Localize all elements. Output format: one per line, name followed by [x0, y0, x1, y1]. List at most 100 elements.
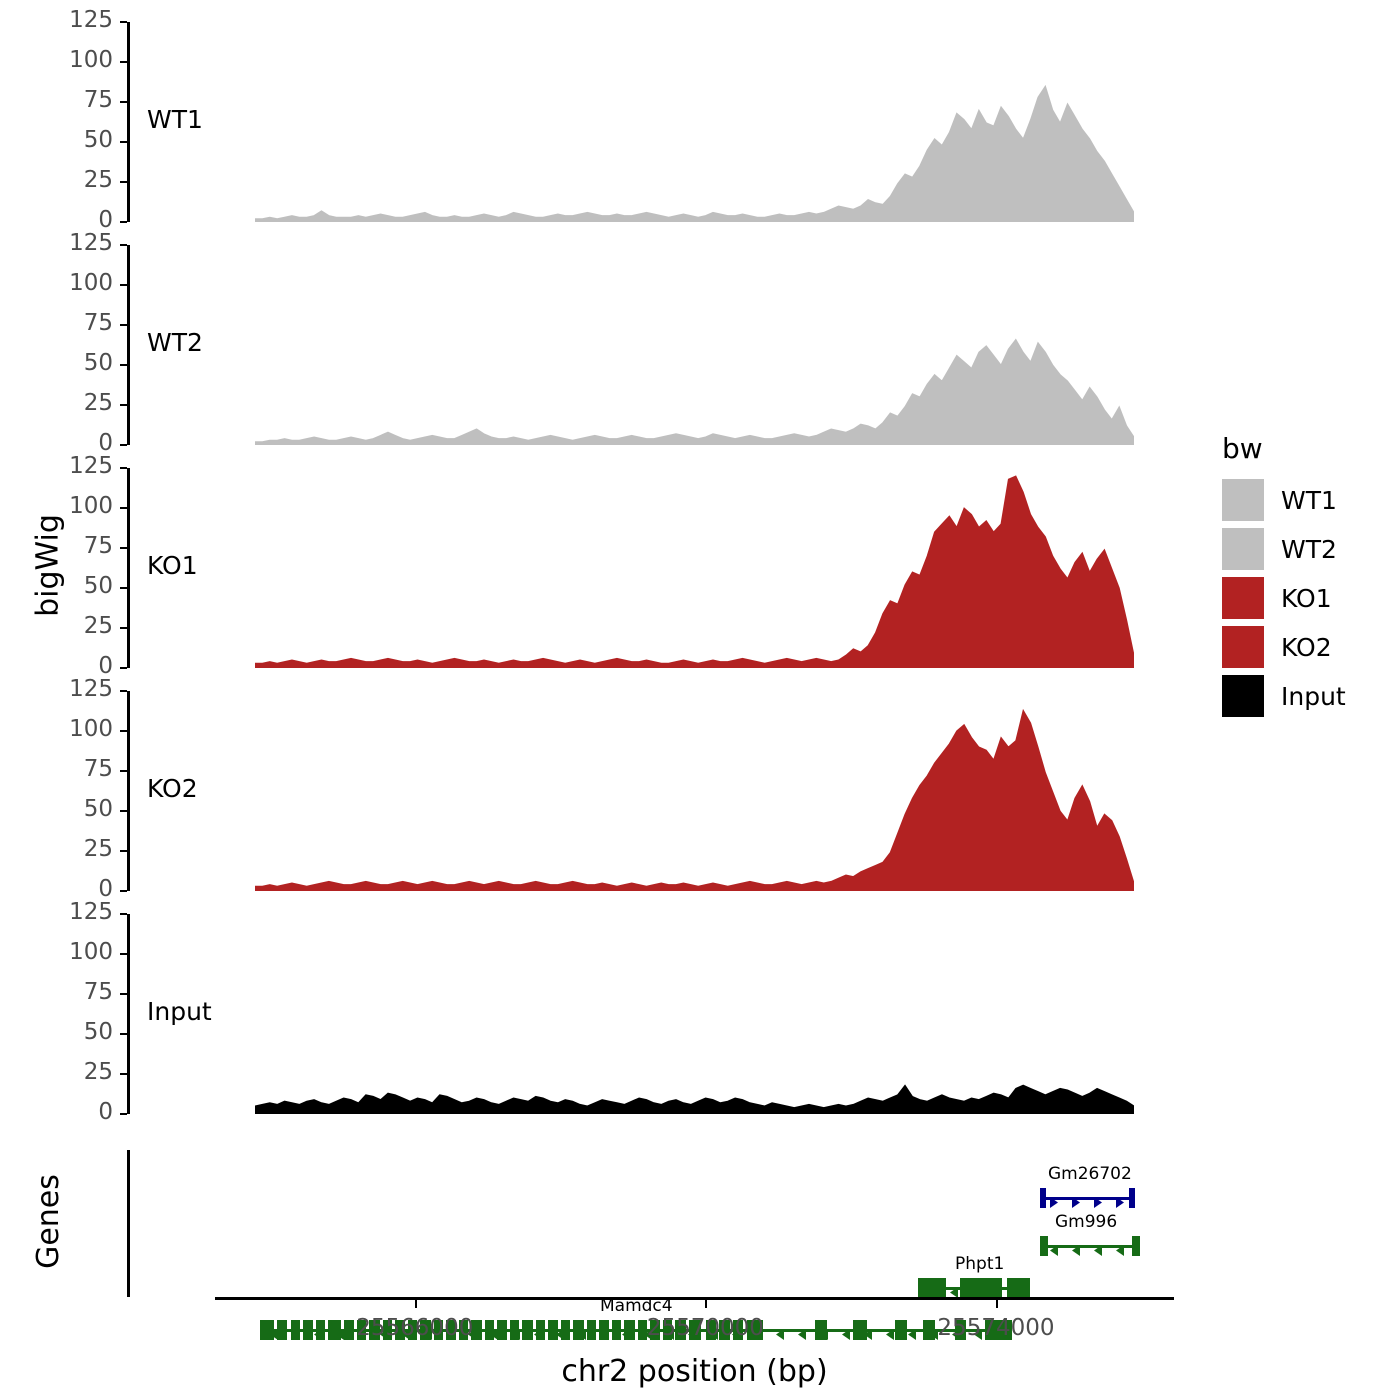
y-axis-tick — [120, 324, 127, 326]
gene-exon — [303, 1320, 313, 1340]
track-label-wt2: WT2 — [147, 328, 203, 357]
y-axis-tick-label: 100 — [69, 716, 113, 742]
gene-exon — [985, 1320, 1012, 1340]
y-axis-tick-label: 0 — [98, 1099, 113, 1125]
gene-exon — [923, 1320, 935, 1340]
y-axis-tick — [120, 1113, 127, 1115]
strand-arrow-icon — [270, 1325, 278, 1344]
gene-exon — [689, 1320, 701, 1340]
y-axis-tick — [120, 850, 127, 852]
y-axis-tick-label: 75 — [83, 87, 113, 113]
y-axis-tick-label: 75 — [83, 756, 113, 782]
gene-exon — [853, 1320, 867, 1340]
y-axis-tick — [120, 507, 127, 509]
gene-exon — [650, 1320, 660, 1340]
gene-exon — [420, 1320, 431, 1340]
gene-exon — [459, 1320, 468, 1340]
y-axis-tick-label: 125 — [69, 899, 113, 925]
x-axis-tick-label: 25570000 — [646, 1315, 764, 1341]
gene-exon — [895, 1320, 907, 1340]
y-axis-tick-label: 25 — [83, 836, 113, 862]
x-axis-tick-label: 25574000 — [937, 1315, 1055, 1341]
gene-exon — [638, 1320, 647, 1340]
gene-exon — [1129, 1188, 1135, 1208]
gene-exon — [291, 1320, 300, 1340]
gene-label-gm26702[interactable]: Gm26702 — [1048, 1164, 1132, 1184]
gene-exon — [497, 1320, 507, 1340]
y-axis-title-genes: Genes — [30, 1173, 66, 1269]
y-axis-tick-label: 25 — [83, 613, 113, 639]
track-label-ko1: KO1 — [147, 551, 198, 580]
gene-label-mamdc4[interactable]: Mamdc4 — [600, 1296, 673, 1316]
gene-exon — [548, 1320, 558, 1340]
y-axis-tick — [120, 404, 127, 406]
strand-arrow-icon — [1050, 1241, 1058, 1260]
gene-intron-line — [260, 1329, 1012, 1332]
gene-exon — [408, 1320, 417, 1340]
legend-item-wt1[interactable]: WT1 — [1222, 477, 1346, 523]
genes-axis-line — [127, 1150, 130, 1297]
gene-label-gm996[interactable]: Gm996 — [1055, 1212, 1118, 1232]
gene-exon — [733, 1320, 743, 1340]
gene-exon — [277, 1320, 287, 1340]
gene-intron-line — [1040, 1245, 1140, 1248]
legend-label: KO1 — [1281, 583, 1332, 613]
y-axis-tick-label: 50 — [83, 796, 113, 822]
gene-exon — [446, 1320, 456, 1340]
legend-item-input[interactable]: Input — [1222, 673, 1346, 719]
gene-exon — [260, 1320, 274, 1340]
y-axis-tick — [120, 101, 127, 103]
y-axis-tick-label: 125 — [69, 453, 113, 479]
gene-exon — [344, 1320, 354, 1340]
legend-item-ko1[interactable]: KO1 — [1222, 575, 1346, 621]
y-axis-tick — [120, 221, 127, 223]
legend-item-wt2[interactable]: WT2 — [1222, 526, 1346, 572]
gene-exon — [434, 1320, 443, 1340]
y-axis-line — [127, 468, 130, 668]
gene-exon — [624, 1320, 635, 1340]
gene-exon — [918, 1278, 946, 1298]
y-axis-tick — [120, 770, 127, 772]
legend-swatch-wt1 — [1222, 479, 1264, 521]
y-axis-tick-label: 100 — [69, 270, 113, 296]
y-axis-tick-label: 0 — [98, 430, 113, 456]
y-axis-tick — [120, 364, 127, 366]
track-label-input: Input — [147, 997, 212, 1026]
gene-exon — [485, 1320, 494, 1340]
track-area-ko1 — [255, 468, 1134, 668]
gene-label-phpt1[interactable]: Phpt1 — [955, 1254, 1005, 1274]
strand-arrow-icon — [1094, 1193, 1102, 1212]
y-axis-tick — [120, 444, 127, 446]
track-area-wt1 — [255, 22, 1134, 222]
y-axis-tick — [120, 141, 127, 143]
y-axis-tick — [120, 21, 127, 23]
gene-exon — [536, 1320, 545, 1340]
y-axis-tick — [120, 244, 127, 246]
y-axis-tick — [120, 181, 127, 183]
x-axis-tick-label: 25566000 — [356, 1315, 474, 1341]
gene-exon — [1040, 1236, 1048, 1256]
y-axis-tick — [120, 890, 127, 892]
y-axis-tick-label: 125 — [69, 230, 113, 256]
strand-arrow-icon — [1116, 1241, 1124, 1260]
track-label-ko2: KO2 — [147, 774, 198, 803]
gene-exon — [955, 1320, 966, 1340]
y-axis-tick — [120, 61, 127, 63]
y-axis-tick — [120, 953, 127, 955]
y-axis-tick-label: 50 — [83, 350, 113, 376]
y-axis-line — [127, 914, 130, 1114]
strand-arrow-icon — [1072, 1193, 1080, 1212]
legend-item-ko2[interactable]: KO2 — [1222, 624, 1346, 670]
y-axis-tick-label: 100 — [69, 939, 113, 965]
y-axis-tick-label: 25 — [83, 1059, 113, 1085]
track-area-wt2 — [255, 245, 1134, 445]
y-axis-tick-label: 100 — [69, 47, 113, 73]
strand-arrow-icon — [908, 1325, 916, 1344]
gene-exon — [316, 1320, 325, 1340]
y-axis-tick-label: 75 — [83, 979, 113, 1005]
gene-exon — [706, 1320, 716, 1340]
gene-exon — [1040, 1188, 1046, 1208]
x-axis-tick — [414, 1300, 417, 1308]
track-area-input — [255, 914, 1134, 1114]
legend-swatch-input — [1222, 675, 1264, 717]
